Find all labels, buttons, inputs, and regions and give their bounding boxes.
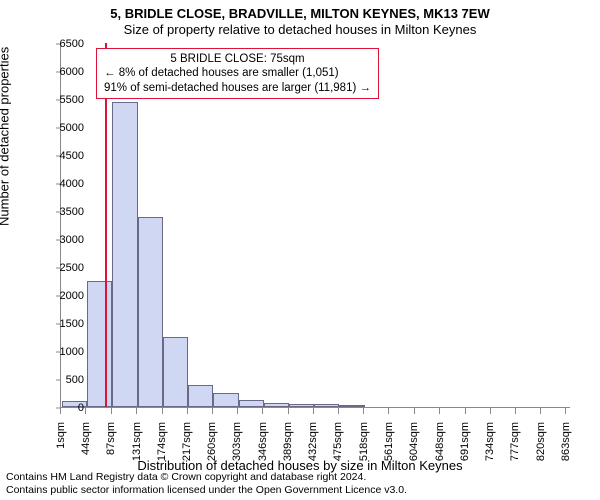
x-tick-label: 475sqm <box>332 422 344 461</box>
y-tick-label: 2000 <box>44 290 84 302</box>
x-tick-label: 346sqm <box>257 422 269 461</box>
x-tick-label: 561sqm <box>383 422 395 461</box>
x-tick-label: 303sqm <box>232 422 244 461</box>
x-tick-label: 820sqm <box>535 422 547 461</box>
footer-attribution: Contains HM Land Registry data © Crown c… <box>6 471 407 497</box>
x-tick-mark <box>187 408 188 414</box>
x-tick-mark <box>490 408 491 414</box>
footer-line1: Contains HM Land Registry data © Crown c… <box>6 471 407 484</box>
x-tick-label: 131sqm <box>131 422 143 461</box>
histogram-bar <box>87 281 112 407</box>
footer-line2: Contains public sector information licen… <box>6 484 407 497</box>
y-tick-label: 3000 <box>44 234 84 246</box>
histogram-bar <box>213 393 238 407</box>
x-tick-mark <box>111 408 112 414</box>
x-tick-label: 87sqm <box>105 422 117 455</box>
y-tick-label: 1000 <box>44 346 84 358</box>
y-tick-label: 4500 <box>44 150 84 162</box>
histogram-bar <box>163 337 188 407</box>
histogram-bar <box>188 385 213 407</box>
y-tick-label: 6500 <box>44 38 84 50</box>
x-tick-label: 604sqm <box>408 422 420 461</box>
x-tick-mark <box>136 408 137 414</box>
chart-title: 5, BRIDLE CLOSE, BRADVILLE, MILTON KEYNE… <box>0 6 600 21</box>
x-tick-label: 734sqm <box>484 422 496 461</box>
x-tick-mark <box>60 408 61 414</box>
histogram-bar <box>112 102 138 407</box>
histogram-bar <box>289 404 314 407</box>
x-tick-label: 174sqm <box>156 422 168 461</box>
x-tick-mark <box>515 408 516 414</box>
x-tick-mark <box>414 408 415 414</box>
annotation-line3: 91% of semi-detached houses are larger (… <box>104 81 371 95</box>
y-tick-label: 5500 <box>44 94 84 106</box>
x-tick-mark <box>388 408 389 414</box>
chart-root: { "title_line1": "5, BRIDLE CLOSE, BRADV… <box>0 0 600 500</box>
y-tick-label: 500 <box>44 374 84 386</box>
x-tick-mark <box>85 408 86 414</box>
x-tick-label: 518sqm <box>358 422 370 461</box>
x-tick-mark <box>288 408 289 414</box>
y-axis-label: Number of detached properties <box>0 47 12 226</box>
histogram-bar <box>264 403 289 407</box>
y-tick-label: 1500 <box>44 318 84 330</box>
y-tick-label: 3500 <box>44 206 84 218</box>
x-tick-mark <box>465 408 466 414</box>
histogram-bar <box>339 405 364 407</box>
y-tick-label: 2500 <box>44 262 84 274</box>
histogram-bar <box>314 404 339 407</box>
x-tick-mark <box>565 408 566 414</box>
x-tick-mark <box>338 408 339 414</box>
x-tick-mark <box>540 408 541 414</box>
x-tick-label: 389sqm <box>282 422 294 461</box>
x-tick-label: 691sqm <box>459 422 471 461</box>
x-tick-label: 863sqm <box>560 422 572 461</box>
annotation-box: 5 BRIDLE CLOSE: 75sqm ← 8% of detached h… <box>96 48 379 99</box>
histogram-bar <box>239 400 264 407</box>
x-tick-label: 1sqm <box>55 422 67 449</box>
annotation-line1: 5 BRIDLE CLOSE: 75sqm <box>104 52 371 66</box>
histogram-bar <box>138 217 163 407</box>
chart-subtitle: Size of property relative to detached ho… <box>0 22 600 37</box>
y-tick-label: 0 <box>44 402 84 414</box>
annotation-line2: ← 8% of detached houses are smaller (1,0… <box>104 66 371 80</box>
x-tick-mark <box>313 408 314 414</box>
x-tick-label: 217sqm <box>181 422 193 461</box>
y-tick-label: 5000 <box>44 122 84 134</box>
x-tick-label: 260sqm <box>206 422 218 461</box>
x-tick-mark <box>439 408 440 414</box>
x-tick-label: 44sqm <box>80 422 92 455</box>
x-tick-mark <box>363 408 364 414</box>
x-tick-mark <box>212 408 213 414</box>
x-tick-label: 777sqm <box>509 422 521 461</box>
y-tick-label: 6000 <box>44 66 84 78</box>
x-tick-label: 432sqm <box>307 422 319 461</box>
x-tick-mark <box>162 408 163 414</box>
x-tick-mark <box>262 408 263 414</box>
x-tick-mark <box>237 408 238 414</box>
y-tick-label: 4000 <box>44 178 84 190</box>
x-tick-label: 648sqm <box>434 422 446 461</box>
